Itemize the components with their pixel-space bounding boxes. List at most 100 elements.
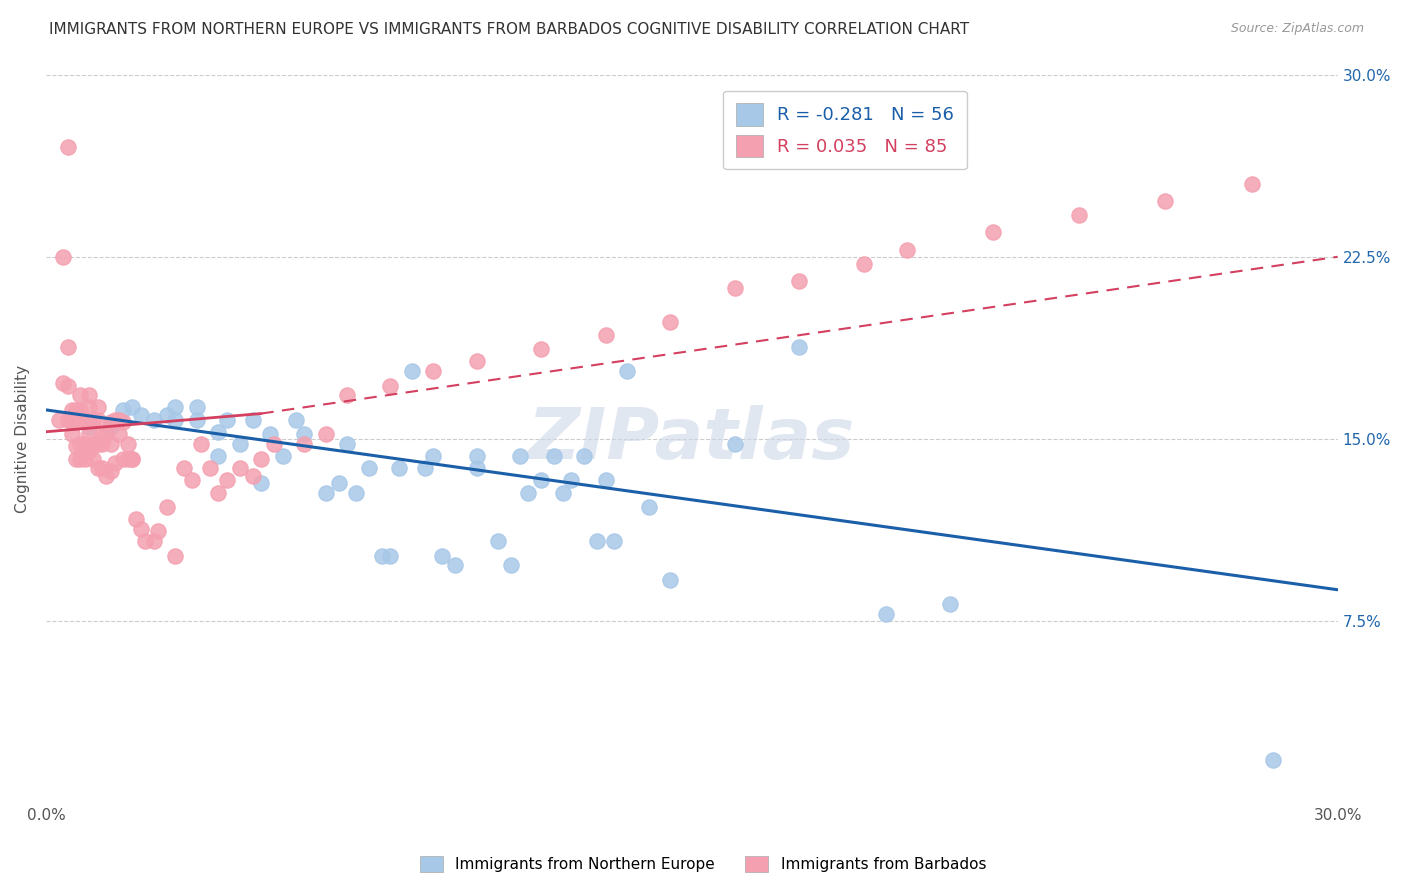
Point (65, 403, 87, 417)
Point (155, 408, 177, 422)
Point (60, 415, 83, 429)
Point (551, 485, 574, 500)
Point (380, 549, 402, 563)
Point (82, 412, 104, 426)
Point (134, 534, 156, 549)
Point (315, 485, 337, 500)
Point (344, 485, 367, 500)
Point (100, 464, 122, 478)
Point (981, 226, 1004, 240)
Point (215, 412, 238, 426)
Point (250, 451, 273, 466)
Point (465, 354, 488, 368)
Point (543, 449, 565, 463)
Point (603, 534, 626, 549)
Point (1154, 194, 1177, 208)
Point (530, 474, 553, 488)
Point (724, 281, 747, 295)
Point (142, 534, 165, 549)
Point (186, 401, 208, 415)
Point (142, 412, 165, 426)
Point (86, 437, 108, 451)
Point (271, 449, 294, 463)
Point (77, 388, 100, 402)
Point (430, 549, 453, 563)
Point (1240, 177, 1263, 191)
Point (73, 437, 96, 451)
Point (91, 437, 114, 451)
Point (104, 456, 127, 470)
Point (108, 412, 131, 426)
Point (724, 437, 747, 451)
Point (190, 437, 212, 451)
Point (112, 415, 135, 429)
Point (292, 437, 315, 451)
Point (91, 461, 114, 475)
Point (52, 250, 75, 264)
Point (112, 451, 135, 466)
Point (117, 451, 139, 466)
Text: ZIPatlas: ZIPatlas (529, 405, 855, 474)
Point (465, 449, 488, 463)
Point (328, 475, 350, 490)
Point (155, 500, 177, 515)
Point (56, 412, 79, 426)
Y-axis label: Cognitive Disability: Cognitive Disability (15, 365, 30, 513)
Legend: R = -0.281   N = 56, R = 0.035   N = 85: R = -0.281 N = 56, R = 0.035 N = 85 (723, 91, 967, 169)
Point (572, 449, 595, 463)
Point (215, 474, 238, 488)
Point (69, 403, 91, 417)
Point (413, 461, 436, 475)
Point (121, 451, 143, 466)
Point (69, 451, 91, 466)
Point (165, 412, 187, 426)
Point (117, 437, 139, 451)
Point (121, 401, 143, 415)
Point (422, 364, 444, 378)
Point (108, 427, 131, 442)
Point (112, 403, 135, 417)
Point (129, 408, 152, 422)
Point (65, 415, 87, 429)
Point (499, 558, 522, 573)
Point (530, 342, 553, 356)
Point (69, 437, 91, 451)
Point (259, 427, 281, 442)
Point (96, 468, 118, 483)
Point (65, 451, 87, 466)
Point (73, 415, 96, 429)
Point (100, 415, 122, 429)
Point (104, 412, 127, 426)
Point (388, 461, 411, 475)
Point (444, 558, 467, 573)
Point (315, 427, 337, 442)
Point (616, 364, 638, 378)
Point (207, 449, 229, 463)
Point (181, 474, 204, 488)
Point (86, 401, 108, 415)
Point (336, 388, 359, 402)
Point (86, 412, 108, 426)
Point (52, 376, 75, 391)
Point (486, 534, 509, 549)
Point (371, 549, 394, 563)
Point (186, 412, 208, 426)
Point (380, 378, 402, 392)
Point (60, 427, 83, 442)
Point (228, 461, 250, 475)
Point (509, 449, 531, 463)
Point (659, 573, 682, 587)
Point (401, 364, 423, 378)
Point (100, 420, 122, 434)
Point (69, 388, 91, 402)
Point (86, 461, 108, 475)
Point (48, 412, 70, 426)
Point (73, 451, 96, 466)
Text: Source: ZipAtlas.com: Source: ZipAtlas.com (1230, 22, 1364, 36)
Point (56, 140, 79, 154)
Point (789, 274, 811, 288)
Point (357, 461, 380, 475)
Point (853, 257, 876, 271)
Point (82, 437, 104, 451)
Point (228, 437, 250, 451)
